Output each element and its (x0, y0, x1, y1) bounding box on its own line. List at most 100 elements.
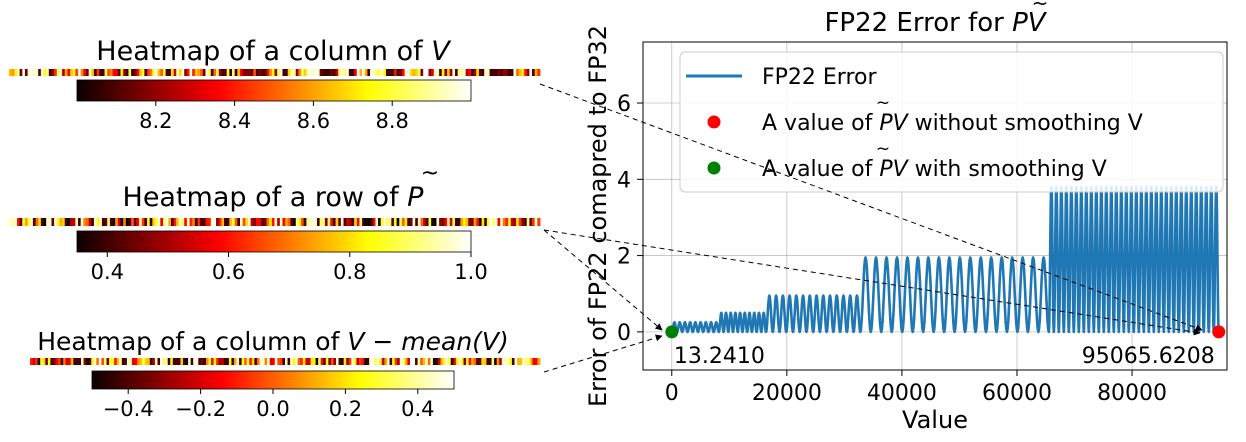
heatmap-3-cell (246, 358, 250, 365)
heatmap-2-colorbar-tick-label: 0.6 (212, 260, 245, 284)
heatmap-2-cell (420, 218, 424, 226)
heatmap-3-cell (328, 358, 332, 365)
heatmap-3-cell (343, 358, 347, 365)
heatmap-1-cell (319, 69, 323, 76)
heatmap-2-cell (404, 218, 408, 226)
heatmap-3-cell (320, 358, 324, 365)
heatmap-2-cell (396, 218, 400, 226)
heatmap-3-cell (409, 358, 413, 365)
heatmap-2-cell (186, 218, 190, 226)
heatmap-3-cell (381, 358, 385, 365)
heatmap-1-cell (338, 69, 342, 76)
heatmap-1-cell (24, 69, 28, 76)
heatmap-2-cell (14, 218, 18, 226)
heatmap-1-cell (250, 69, 254, 76)
heatmap-1-cell (383, 69, 387, 76)
heatmap-2-cell (441, 218, 445, 226)
heatmap-2-cell (213, 218, 217, 226)
heatmap-3-cell (185, 358, 189, 365)
heatmap-1-cell (213, 69, 217, 76)
heatmap-3-cell (241, 358, 245, 365)
legend-marker-without-smoothing (707, 115, 721, 129)
heatmap-3-cell (287, 358, 291, 365)
heatmap-3-cell (532, 358, 536, 365)
heatmap-3-cell (60, 358, 64, 365)
heatmap-2-cell (253, 218, 257, 226)
heatmap-1-cell (518, 69, 522, 76)
heatmap-1-cell (455, 69, 459, 76)
heatmap-1-cell (78, 69, 82, 76)
heatmap-3-cell (65, 358, 69, 365)
heatmap-1-cell (62, 69, 66, 76)
heatmap-3-cell (234, 358, 237, 365)
heatmap-3-cell (149, 358, 153, 365)
heatmap-1-cell (125, 69, 129, 76)
heatmap-3-cell (402, 358, 406, 365)
heatmap-3-cell (139, 358, 143, 365)
heatmap-1-cell (72, 69, 76, 76)
heatmap-1-cell (247, 69, 251, 76)
heatmap-2-cell (56, 218, 60, 226)
connector-arrows (539, 83, 1203, 373)
heatmap-3-cell (231, 358, 235, 365)
heatmap-1-cell (253, 69, 257, 76)
heatmap-1-cell (396, 69, 400, 76)
heatmap-1-cell (101, 69, 105, 76)
heatmap-1-colorbar (76, 79, 472, 102)
legend-label-with-smoothing: A value of PV with smoothing V (762, 157, 1107, 182)
heatmap-2-cell (492, 218, 496, 226)
heatmap-1-cell (218, 69, 222, 76)
heatmap-3-cell (88, 358, 92, 365)
heatmap-2-cell (425, 218, 429, 226)
heatmap-3-cell (73, 358, 77, 365)
heatmap-3-cell (175, 358, 179, 365)
heatmap-1-cell (277, 69, 281, 76)
heatmap-2-cell (463, 218, 467, 226)
heatmap-2-cell (327, 218, 331, 226)
heatmap-2-cell (19, 218, 23, 226)
heatmap-3-cell (443, 358, 447, 365)
heatmap-3-cell (305, 358, 309, 365)
heatmap-2-cell (40, 218, 44, 226)
heatmap-2-cell (415, 218, 419, 226)
heatmap-1-cell (245, 69, 249, 76)
heatmap-3-cell (188, 358, 192, 365)
heatmap-3-cell (277, 358, 281, 365)
y-axis-ticks: 0 2 4 6 (617, 92, 643, 346)
heatmap-2-cell (133, 218, 137, 226)
heatmap-3-cell (438, 358, 441, 365)
heatmap-1-cell (457, 69, 461, 76)
heatmap-2-cell (70, 218, 74, 226)
heatmap-3-cell (279, 358, 283, 365)
heatmap-2-cell (372, 218, 376, 226)
heatmap-2-cell (324, 218, 328, 226)
heatmap-2-cell (104, 218, 108, 226)
heatmap-3-colorbar (91, 370, 455, 390)
heatmap-1-cell (532, 69, 536, 76)
heatmap-3-cell (392, 358, 396, 365)
heatmap-1-colorbar-tick-label: 8.4 (218, 109, 251, 133)
heatmap-2-cell (391, 218, 395, 226)
heatmap-2-cell (78, 218, 82, 226)
plot-frame (642, 41, 1228, 371)
heatmap-2-cell (245, 218, 249, 226)
heatmap-3-cell (361, 358, 365, 365)
heatmap-3-cell (35, 358, 39, 365)
heatmap-2-cell (351, 218, 355, 226)
heatmap-2-cell (330, 218, 334, 226)
heatmap-3-cell (63, 358, 67, 365)
heatmap-1-cell (401, 69, 405, 76)
heatmap-3-cell (129, 358, 133, 365)
heatmap-3-cell (101, 358, 105, 365)
heatmap-3-cell (249, 358, 253, 365)
heatmap-3-cell (106, 358, 110, 365)
heatmap-1-cell (298, 69, 302, 76)
heatmap-2-cell (131, 218, 135, 226)
heatmap-2-cell (242, 218, 246, 226)
heatmap-2-colorbar (76, 230, 472, 253)
heatmap-1-cell (449, 69, 453, 76)
heatmap-3-cell (167, 358, 171, 365)
heatmap-3-cell (91, 358, 95, 365)
heatmap-1-cell (343, 69, 347, 76)
heatmap-1-cell (513, 69, 517, 76)
